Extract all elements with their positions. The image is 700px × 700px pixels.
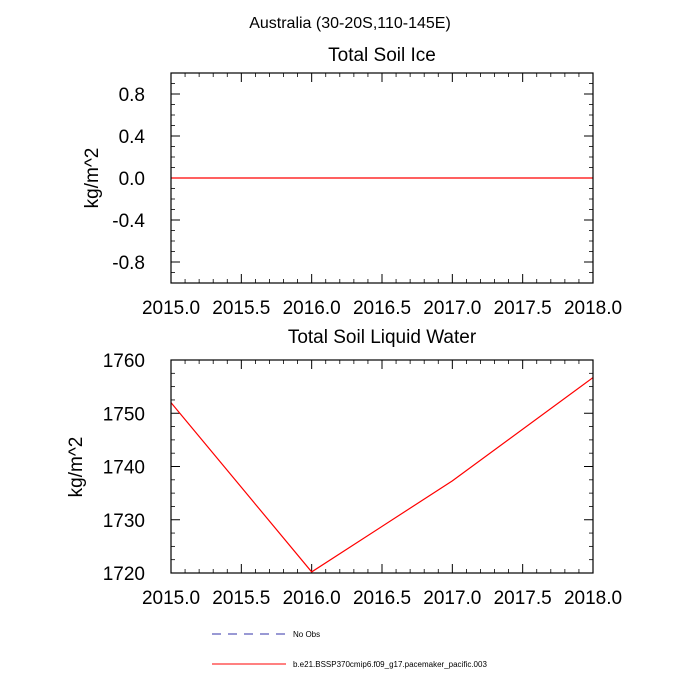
panel-total-soil-ice: Total Soil Ice kg/m^2 2015.0 2015.5 2016.0… <box>82 45 622 319</box>
y-axis-label: kg/m^2 <box>66 437 87 498</box>
y-tick-label: 0.0 <box>119 169 145 190</box>
tick-layer: 2015.0 2015.5 2016.0 2016.5 2017.0 2017.5 2018… <box>103 351 622 609</box>
series-layer <box>170 377 594 573</box>
legend-label: No Obs <box>293 630 320 639</box>
y-axis-label: kg/m^2 <box>82 148 103 209</box>
x-tick-label: 2015.0 <box>142 298 200 319</box>
y-tick-label: 1720 <box>103 564 145 585</box>
figure-title: Australia (30-20S,110-145E) <box>249 15 451 32</box>
tick-layer: 2015.0 2015.5 2016.0 2016.5 2017.0 2017.5 2018… <box>112 72 622 319</box>
panel-title: Total Soil Ice <box>328 45 436 66</box>
y-tick-label: 1760 <box>103 351 145 372</box>
x-tick-label: 2016.5 <box>353 588 411 609</box>
y-tick-label: 1740 <box>103 458 145 479</box>
panel-title: Total Soil Liquid Water <box>288 327 477 348</box>
legend: No Obs b.e21.BSSP370cmip6.f09_g17.pacema… <box>212 630 487 669</box>
legend-label: b.e21.BSSP370cmip6.f09_g17.pacemaker_pac… <box>293 660 487 669</box>
series-line <box>170 377 594 573</box>
x-tick-label: 2016.5 <box>353 298 411 319</box>
x-tick-label: 2018.0 <box>564 588 622 609</box>
y-tick-label: 0.4 <box>119 127 146 148</box>
y-tick-label: -0.8 <box>112 253 145 274</box>
x-tick-label: 2016.0 <box>283 298 341 319</box>
x-tick-label: 2015.5 <box>212 298 270 319</box>
y-tick-label: 0.8 <box>119 85 145 106</box>
plot-frame <box>170 72 594 284</box>
legend-item-no-obs: No Obs <box>212 630 320 639</box>
x-tick-label: 2017.0 <box>423 298 481 319</box>
legend-item-model-run: b.e21.BSSP370cmip6.f09_g17.pacemaker_pac… <box>212 660 487 669</box>
x-tick-label: 2017.5 <box>494 588 552 609</box>
x-tick-label: 2015.0 <box>142 588 200 609</box>
x-tick-label: 2015.5 <box>212 588 270 609</box>
x-tick-label: 2016.0 <box>283 588 341 609</box>
y-tick-label: 1750 <box>103 404 145 425</box>
plot-frame <box>170 359 594 574</box>
x-tick-label: 2017.5 <box>494 298 552 319</box>
y-tick-label: 1730 <box>103 511 145 532</box>
x-tick-label: 2017.0 <box>423 588 481 609</box>
panel-total-soil-liquid-water: Total Soil Liquid Water kg/m^2 2015.0 201… <box>66 327 622 609</box>
y-tick-label: -0.4 <box>112 211 145 232</box>
x-tick-label: 2018.0 <box>564 298 622 319</box>
